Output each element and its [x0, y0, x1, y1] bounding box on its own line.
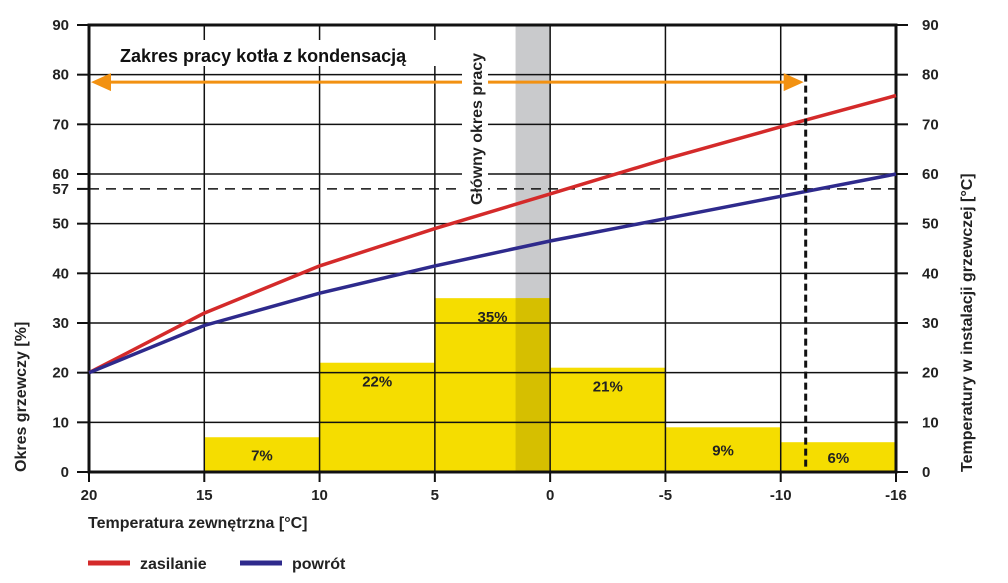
y-right-tick-60: 60 — [922, 166, 939, 183]
y-right-tick-40: 40 — [922, 265, 939, 282]
bar-label-2: 35% — [477, 309, 507, 326]
x-tick-7: -16 — [885, 487, 907, 504]
series-line-zasilanie — [88, 93, 897, 375]
bar-label-1: 22% — [362, 374, 392, 391]
bar-1 — [319, 362, 435, 472]
bar-3 — [550, 367, 666, 472]
y-left-tick-30: 30 — [52, 315, 69, 332]
y-axis-right-label: Temperatury w instalacji grzewczej [°C] — [959, 173, 976, 472]
y-right-tick-90: 90 — [922, 17, 939, 34]
y-right-tick-80: 80 — [922, 67, 939, 84]
arrow-left-icon — [91, 73, 111, 92]
y-left-tick-57: 57 — [52, 181, 69, 198]
y-right-tick-50: 50 — [922, 216, 939, 233]
legend-label-zasilanie: zasilanie — [140, 556, 207, 573]
bar-5 — [780, 442, 896, 472]
y-left-tick-50: 50 — [52, 216, 69, 233]
y-left-tick-90: 90 — [52, 17, 69, 34]
x-tick-4: 0 — [546, 487, 554, 504]
y-left-tick-80: 80 — [52, 67, 69, 84]
y-left-tick-10: 10 — [52, 414, 69, 431]
x-tick-0: 20 — [81, 487, 98, 504]
chart-title: Zakres pracy kotła z kondensacją — [120, 46, 407, 66]
x-tick-2: 10 — [311, 487, 328, 504]
y-right-tick-30: 30 — [922, 315, 939, 332]
bar-label-5: 6% — [828, 450, 850, 467]
x-tick-1: 15 — [196, 487, 213, 504]
y-right-tick-20: 20 — [922, 365, 939, 382]
y-left-tick-0: 0 — [61, 464, 69, 481]
y-right-tick-0: 0 — [922, 464, 930, 481]
arrow-right-icon — [783, 73, 804, 92]
x-tick-6: -10 — [770, 487, 792, 504]
bar-0 — [204, 437, 320, 472]
y-right-tick-10: 10 — [922, 414, 939, 431]
y-left-tick-40: 40 — [52, 265, 69, 282]
plot-frame — [87, 23, 898, 474]
main-period-label: Główny okres pracy — [469, 53, 486, 205]
y-axis-left-label: Okres grzewczy [%] — [13, 322, 30, 472]
x-tick-3: 5 — [431, 487, 439, 504]
title-bg — [112, 40, 462, 66]
y-left-tick-20: 20 — [52, 365, 69, 382]
bar-4 — [665, 427, 781, 472]
legend-label-powrot: powrót — [292, 556, 346, 573]
bar-label-4: 9% — [712, 443, 734, 460]
bar-overlap-2 — [515, 298, 551, 472]
x-tick-5: -5 — [659, 487, 672, 504]
y-right-tick-70: 70 — [922, 116, 939, 133]
y-left-tick-70: 70 — [52, 116, 69, 133]
annotation-bg — [462, 36, 488, 208]
bar-label-3: 21% — [593, 379, 623, 396]
series-line-powrot — [88, 172, 897, 375]
y-left-tick-60: 60 — [52, 166, 69, 183]
bar-label-0: 7% — [251, 448, 273, 465]
x-axis-label: Temperatura zewnętrzna [°C] — [88, 515, 307, 532]
